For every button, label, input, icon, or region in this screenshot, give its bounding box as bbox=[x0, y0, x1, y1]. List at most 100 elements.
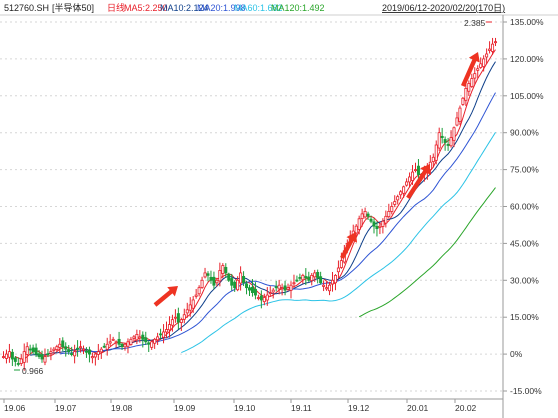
candle-body bbox=[357, 218, 361, 230]
candle-body bbox=[363, 211, 367, 218]
candle-body bbox=[105, 343, 109, 350]
candle-body bbox=[114, 341, 118, 344]
ma120-label: MA120:1.492 bbox=[271, 3, 325, 13]
candle-body bbox=[328, 284, 332, 292]
candle-body bbox=[245, 283, 249, 289]
candle-body bbox=[455, 117, 459, 126]
candle-body bbox=[265, 294, 269, 301]
candle-body bbox=[390, 206, 394, 212]
x-tick-label: 20.01 bbox=[407, 403, 429, 413]
candle-body bbox=[372, 221, 376, 227]
x-tick-label: 19.11 bbox=[291, 403, 312, 413]
candle-body bbox=[307, 276, 311, 281]
candle-body bbox=[221, 265, 225, 274]
trend-arrow bbox=[460, 52, 480, 87]
candle-body bbox=[277, 284, 281, 290]
trend-arrow-shape bbox=[406, 163, 431, 200]
candle-body bbox=[150, 341, 154, 348]
ma60-line bbox=[181, 132, 496, 354]
candle-body bbox=[227, 273, 231, 281]
candle-body bbox=[102, 345, 106, 348]
candle-body bbox=[354, 225, 358, 234]
candle-body bbox=[120, 343, 124, 348]
x-tick-label: 19.12 bbox=[348, 403, 370, 413]
trend-arrow-shape bbox=[340, 231, 358, 260]
candle-body bbox=[117, 338, 121, 345]
candle-body bbox=[413, 169, 417, 172]
candle-body bbox=[458, 107, 462, 122]
candles bbox=[1, 37, 498, 371]
y-tick-label: 120.00% bbox=[510, 54, 544, 64]
candle-body bbox=[10, 351, 14, 360]
candle-body bbox=[123, 343, 127, 348]
x-tick-label: 19.09 bbox=[174, 403, 196, 413]
candle-body bbox=[488, 48, 492, 51]
candle-body bbox=[411, 171, 415, 181]
candle-body bbox=[467, 83, 471, 92]
candle-body bbox=[242, 275, 246, 284]
candle-body bbox=[325, 287, 329, 290]
candle-body bbox=[482, 58, 486, 67]
candle-body bbox=[191, 299, 195, 309]
candle-body bbox=[194, 294, 198, 297]
candle-body bbox=[28, 348, 32, 351]
date-range-label: 2019/06/12-2020/02/20(170日) bbox=[382, 3, 505, 13]
y-tick-label: 75.00% bbox=[510, 165, 539, 175]
candle-body bbox=[375, 226, 379, 230]
trend-arrow-shape bbox=[153, 285, 179, 307]
ma10-label: MA10:2.124 bbox=[160, 3, 209, 13]
candle-body bbox=[434, 144, 438, 161]
candle-body bbox=[141, 334, 145, 340]
candle-body bbox=[262, 297, 266, 303]
candle-body bbox=[1, 356, 5, 358]
candle-body bbox=[452, 127, 456, 141]
candle-body bbox=[70, 353, 74, 355]
y-tick-label: 135.00% bbox=[510, 17, 544, 27]
candle-body bbox=[298, 277, 302, 279]
trend-arrows bbox=[153, 52, 480, 307]
candle-body bbox=[67, 349, 71, 353]
candle-body bbox=[369, 218, 373, 222]
candle-body bbox=[494, 41, 498, 44]
candle-body bbox=[99, 348, 103, 353]
ma120-line bbox=[358, 187, 496, 318]
y-axis-ticks: 135.00% 120.00% 105.00% 90.00% 75.00% 60.00% 4… bbox=[503, 17, 544, 396]
candle-body bbox=[46, 353, 50, 356]
candle-body bbox=[256, 297, 260, 299]
candle-body bbox=[360, 213, 364, 219]
candle-body bbox=[280, 287, 284, 290]
candle-body bbox=[203, 272, 207, 278]
high-price-label: 2.385 bbox=[464, 18, 486, 28]
candle-body bbox=[13, 357, 17, 362]
candle-body bbox=[431, 156, 435, 162]
candle-body bbox=[449, 137, 453, 147]
candle-body bbox=[304, 276, 308, 279]
candle-body bbox=[132, 336, 136, 339]
candle-body bbox=[218, 270, 222, 282]
candle-body bbox=[224, 266, 228, 274]
candle-body bbox=[87, 349, 91, 355]
y-tick-label: -15.00% bbox=[510, 386, 542, 396]
candle-body bbox=[176, 313, 180, 323]
candle-body bbox=[4, 353, 8, 359]
trend-arrow bbox=[153, 285, 179, 307]
candle-body bbox=[399, 191, 403, 196]
candle-body bbox=[25, 346, 29, 355]
candle-body bbox=[339, 260, 343, 268]
candle-body bbox=[37, 353, 41, 357]
candle-body bbox=[473, 73, 477, 79]
ma10-line bbox=[30, 61, 496, 356]
candle-body bbox=[93, 353, 97, 358]
candle-body bbox=[96, 351, 100, 355]
candle-body bbox=[333, 274, 337, 284]
candle-body bbox=[111, 338, 115, 341]
candle-body bbox=[126, 341, 130, 347]
candle-body bbox=[7, 351, 11, 358]
candle-body bbox=[476, 68, 480, 71]
y-tick-label: 105.00% bbox=[510, 91, 544, 101]
x-tick-label: 19.07 bbox=[55, 403, 77, 413]
candle-body bbox=[49, 351, 53, 354]
candle-body bbox=[230, 278, 234, 286]
candle-body bbox=[464, 88, 468, 101]
candle-body bbox=[289, 284, 293, 291]
